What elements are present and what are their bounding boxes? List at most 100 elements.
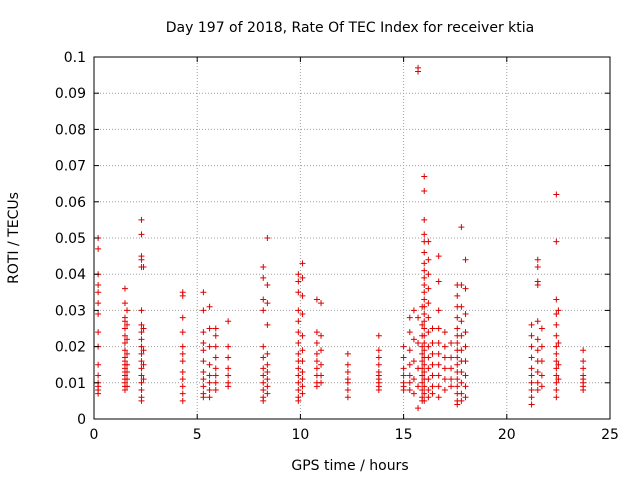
data-point xyxy=(415,314,422,321)
data-point xyxy=(415,339,422,346)
data-point xyxy=(421,311,428,318)
data-point xyxy=(458,347,465,354)
data-point xyxy=(406,387,413,394)
data-point xyxy=(200,289,207,296)
data-point xyxy=(95,372,102,379)
data-point xyxy=(435,339,442,346)
data-point xyxy=(435,325,442,332)
data-point xyxy=(553,332,560,339)
data-point xyxy=(295,271,302,278)
data-point xyxy=(138,307,145,314)
data-point xyxy=(212,365,219,372)
data-point xyxy=(95,282,102,289)
data-point xyxy=(555,307,562,314)
data-point xyxy=(425,285,432,292)
data-point xyxy=(206,394,213,401)
data-point xyxy=(375,361,382,368)
data-point xyxy=(429,372,436,379)
x-axis-label: GPS time / hours xyxy=(291,458,408,474)
data-point xyxy=(121,300,128,307)
data-point xyxy=(318,379,325,386)
data-point xyxy=(421,187,428,194)
data-point xyxy=(580,347,587,354)
data-point xyxy=(421,339,428,346)
data-point xyxy=(528,401,535,408)
data-point xyxy=(299,376,306,383)
gridlines xyxy=(94,57,610,419)
data-point xyxy=(295,350,302,357)
data-point xyxy=(421,231,428,238)
data-point xyxy=(441,354,448,361)
data-point xyxy=(462,329,469,336)
data-point xyxy=(95,390,102,397)
data-point xyxy=(225,354,232,361)
data-point xyxy=(344,379,351,386)
data-point xyxy=(421,318,428,325)
data-point xyxy=(553,372,560,379)
data-point xyxy=(179,314,186,321)
data-point xyxy=(200,358,207,365)
data-point xyxy=(124,336,131,343)
data-point xyxy=(425,329,432,336)
data-point xyxy=(528,394,535,401)
data-point xyxy=(425,376,432,383)
data-point xyxy=(458,282,465,289)
data-point xyxy=(264,300,271,307)
data-point xyxy=(264,376,271,383)
data-point xyxy=(344,394,351,401)
data-point xyxy=(295,379,302,386)
data-point xyxy=(454,383,461,390)
data-point xyxy=(206,361,213,368)
data-point xyxy=(295,289,302,296)
data-point xyxy=(179,397,186,404)
data-point xyxy=(344,387,351,394)
data-point xyxy=(121,347,128,354)
data-point xyxy=(264,321,271,328)
y-tick-label: 0.02 xyxy=(55,340,86,356)
data-point xyxy=(260,397,267,404)
data-point xyxy=(553,350,560,357)
data-point xyxy=(200,347,207,354)
data-point xyxy=(421,282,428,289)
data-point xyxy=(538,343,545,350)
data-point xyxy=(318,332,325,339)
data-point xyxy=(138,231,145,238)
data-point xyxy=(458,379,465,386)
data-point xyxy=(419,379,426,386)
data-point xyxy=(454,314,461,321)
y-tick-label: 0.03 xyxy=(55,303,86,319)
data-point xyxy=(454,354,461,361)
data-point xyxy=(200,329,207,336)
data-point xyxy=(435,278,442,285)
data-point xyxy=(534,368,541,375)
data-point xyxy=(410,307,417,314)
data-point xyxy=(299,332,306,339)
data-point xyxy=(410,336,417,343)
data-point xyxy=(454,339,461,346)
data-point xyxy=(421,267,428,274)
data-point xyxy=(538,372,545,379)
data-point xyxy=(375,387,382,394)
data-point xyxy=(429,350,436,357)
data-point xyxy=(448,339,455,346)
data-point xyxy=(580,358,587,365)
x-tick-label: 15 xyxy=(395,427,413,443)
data-point xyxy=(534,379,541,386)
data-point xyxy=(406,361,413,368)
data-point xyxy=(138,365,145,372)
data-point xyxy=(528,321,535,328)
data-point xyxy=(225,365,232,372)
data-point xyxy=(400,343,407,350)
data-points xyxy=(95,64,587,412)
data-point xyxy=(200,383,207,390)
data-point xyxy=(200,368,207,375)
data-point xyxy=(138,372,145,379)
data-point xyxy=(121,387,128,394)
data-point xyxy=(538,358,545,365)
data-point xyxy=(553,394,560,401)
data-point xyxy=(448,354,455,361)
data-point xyxy=(528,372,535,379)
data-point xyxy=(421,347,428,354)
data-point xyxy=(179,329,186,336)
data-point xyxy=(299,274,306,281)
